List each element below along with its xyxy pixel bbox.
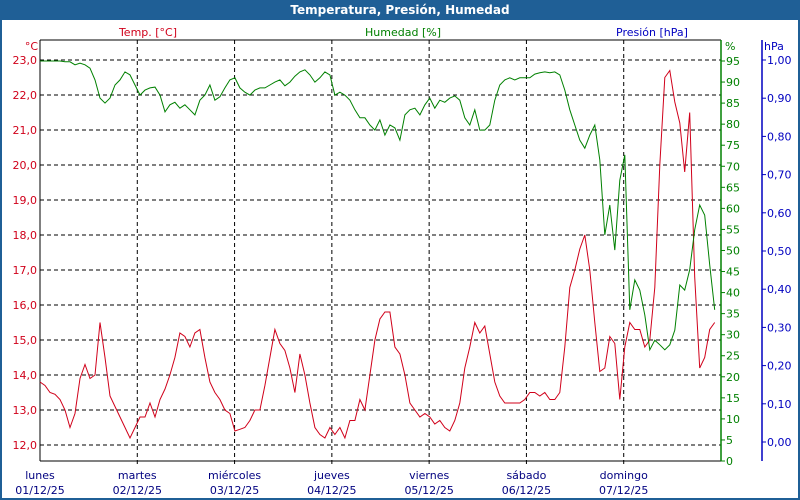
pressure-tick-label: 0,40 xyxy=(767,283,792,296)
humidity-tick-label: 80 xyxy=(726,118,740,131)
pressure-tick-label: 0,80 xyxy=(767,130,792,143)
x-date-label: 02/12/25 xyxy=(113,484,162,497)
x-date-label: 07/12/25 xyxy=(599,484,648,497)
temp-tick-label: 18,0 xyxy=(13,229,38,242)
temp-unit: °C xyxy=(25,40,39,53)
x-date-label: 01/12/25 xyxy=(15,484,64,497)
temp-tick-label: 14,0 xyxy=(13,369,38,382)
pressure-tick-label: 0,50 xyxy=(767,245,792,258)
humidity-tick-label: 40 xyxy=(726,287,740,300)
humidity-tick-label: 20 xyxy=(726,371,740,384)
pressure-tick-label: 0,70 xyxy=(767,169,792,182)
pressure-tick-label: 0,20 xyxy=(767,360,792,373)
x-date-label: 04/12/25 xyxy=(307,484,356,497)
chart-panel xyxy=(2,20,798,498)
temp-tick-label: 17,0 xyxy=(13,264,38,277)
humidity-tick-label: 30 xyxy=(726,329,740,342)
temp-axis-title: Temp. [°C] xyxy=(118,26,177,39)
humidity-tick-label: 50 xyxy=(726,244,740,257)
temp-tick-label: 23,0 xyxy=(13,54,38,67)
humidity-unit: % xyxy=(725,40,735,53)
x-date-label: 03/12/25 xyxy=(210,484,259,497)
humidity-tick-label: 60 xyxy=(726,202,740,215)
x-day-label: domingo xyxy=(600,469,648,482)
humidity-tick-label: 25 xyxy=(726,350,740,363)
pressure-tick-label: 0,30 xyxy=(767,321,792,334)
humidity-tick-label: 5 xyxy=(726,434,733,447)
x-day-label: miércoles xyxy=(208,469,261,482)
humidity-axis-title: Humedad [%] xyxy=(365,26,441,39)
x-day-label: jueves xyxy=(313,469,350,482)
pressure-tick-label: 0,90 xyxy=(767,92,792,105)
pressure-tick-label: 0,00 xyxy=(767,436,792,449)
humidity-tick-label: 65 xyxy=(726,181,740,194)
humidity-series-line xyxy=(40,60,716,352)
temp-tick-label: 12,0 xyxy=(13,439,38,452)
x-day-label: sábado xyxy=(506,469,546,482)
temp-tick-label: 16,0 xyxy=(13,299,38,312)
x-day-label: martes xyxy=(118,469,157,482)
x-date-label: 06/12/25 xyxy=(502,484,551,497)
humidity-tick-label: 85 xyxy=(726,97,740,110)
temp-tick-label: 21,0 xyxy=(13,124,38,137)
humidity-tick-label: 0 xyxy=(726,455,733,468)
temp-tick-label: 15,0 xyxy=(13,334,38,347)
temp-tick-label: 13,0 xyxy=(13,404,38,417)
pressure-tick-label: 1,00 xyxy=(767,54,792,67)
temp-tick-label: 20,0 xyxy=(13,159,38,172)
x-day-label: lunes xyxy=(25,469,55,482)
temp-series-line xyxy=(39,69,716,440)
x-date-label: 05/12/25 xyxy=(404,484,453,497)
pressure-axis-title: Presión [hPa] xyxy=(616,26,688,39)
humidity-tick-label: 55 xyxy=(726,223,740,236)
humidity-tick-label: 70 xyxy=(726,160,740,173)
humidity-tick-label: 35 xyxy=(726,308,740,321)
temp-tick-label: 19,0 xyxy=(13,194,38,207)
humidity-tick-label: 10 xyxy=(726,413,740,426)
humidity-tick-label: 15 xyxy=(726,392,740,405)
pressure-tick-label: 0,60 xyxy=(767,207,792,220)
humidity-tick-label: 45 xyxy=(726,266,740,279)
x-day-label: viernes xyxy=(409,469,449,482)
pressure-tick-label: 0,10 xyxy=(767,398,792,411)
humidity-tick-label: 95 xyxy=(726,55,740,68)
humidity-tick-label: 75 xyxy=(726,139,740,152)
humidity-tick-label: 90 xyxy=(726,76,740,89)
temp-tick-label: 22,0 xyxy=(13,89,38,102)
window-title: Temperatura, Presión, Humedad xyxy=(0,0,800,20)
pressure-unit: hPa xyxy=(764,40,784,53)
